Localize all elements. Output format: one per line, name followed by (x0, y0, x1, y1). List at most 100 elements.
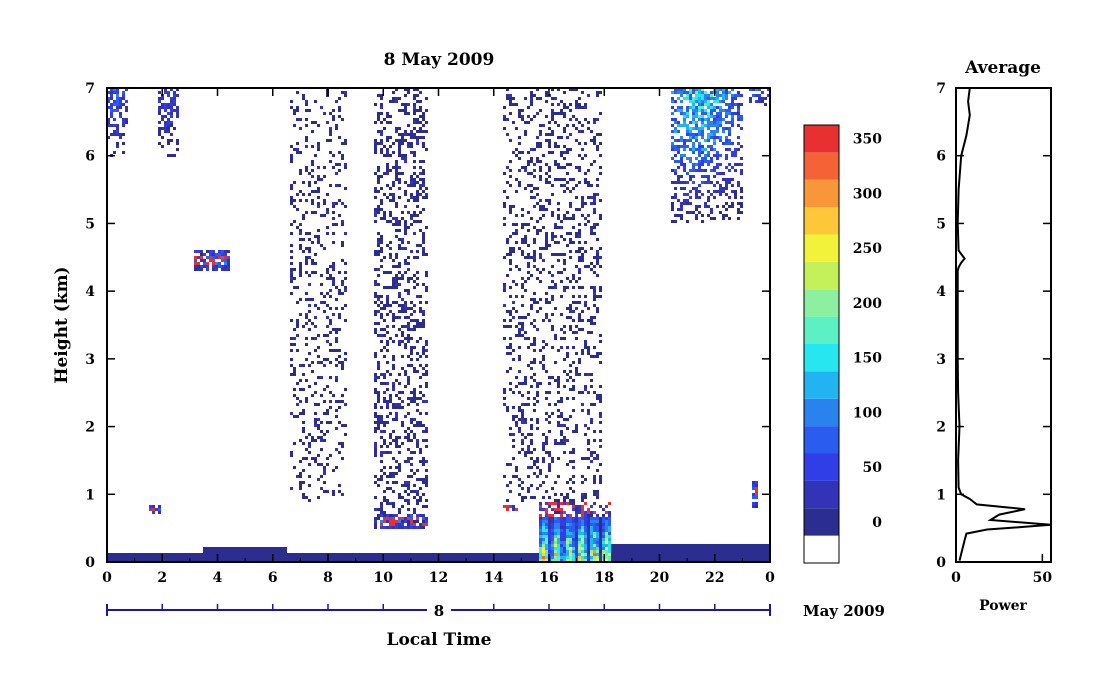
heatmap-cell (509, 433, 512, 436)
heatmap-cell (578, 526, 581, 529)
heatmap-cell (581, 202, 584, 205)
heatmap-cell (110, 109, 113, 112)
heatmap-cell (134, 559, 137, 562)
heatmap-cell (374, 139, 377, 142)
heatmap-cell (311, 262, 314, 265)
heatmap-cell (419, 91, 422, 94)
heatmap-cell (344, 232, 347, 235)
heatmap-cell (542, 247, 545, 250)
heatmap-cell (641, 553, 644, 556)
heatmap-cell (509, 259, 512, 262)
heatmap-cell (110, 124, 113, 127)
heatmap-cells (107, 88, 770, 562)
heatmap-cell (686, 130, 689, 133)
heatmap-cell (203, 262, 206, 265)
heatmap-cell (329, 349, 332, 352)
heatmap-cell (305, 145, 308, 148)
heatmap-cell (167, 103, 170, 106)
heatmap-cell (125, 106, 128, 109)
average-y-tick-label: 1 (936, 487, 946, 503)
heatmap-cell (674, 544, 677, 547)
heatmap-cell (533, 397, 536, 400)
heatmap-cell (743, 544, 746, 547)
heatmap-cell (701, 145, 704, 148)
heatmap-cell (191, 556, 194, 559)
heatmap-cell (551, 523, 554, 526)
heatmap-cell (509, 184, 512, 187)
heatmap-cell (314, 418, 317, 421)
heatmap-cell (716, 106, 719, 109)
heatmap-cell (377, 514, 380, 517)
heatmap-cell (380, 187, 383, 190)
heatmap-cell (722, 187, 725, 190)
heatmap-cell (338, 484, 341, 487)
heatmap-cell (299, 379, 302, 382)
heatmap-cell (170, 112, 173, 115)
heatmap-cell (578, 553, 581, 556)
heatmap-cell (458, 553, 461, 556)
heatmap-cell (413, 484, 416, 487)
heatmap-cell (116, 91, 119, 94)
heatmap-cell (413, 199, 416, 202)
heatmap-cell (158, 109, 161, 112)
heatmap-cell (584, 154, 587, 157)
heatmap-cell (524, 559, 527, 562)
heatmap-cell (386, 136, 389, 139)
heatmap-cell (503, 319, 506, 322)
heatmap-cell (419, 487, 422, 490)
heatmap-cell (671, 148, 674, 151)
heatmap-cell (299, 481, 302, 484)
heatmap-cell (425, 517, 428, 520)
heatmap-cell (413, 133, 416, 136)
colorbar-swatch (804, 125, 839, 153)
heatmap-cell (560, 109, 563, 112)
heatmap-cell (113, 553, 116, 556)
heatmap-cell (566, 556, 569, 559)
heatmap-cell (581, 391, 584, 394)
heatmap-cell (293, 112, 296, 115)
heatmap-cell (599, 439, 602, 442)
heatmap-cell (554, 361, 557, 364)
heatmap-cell (710, 106, 713, 109)
heatmap-cell (290, 556, 293, 559)
heatmap-cell (227, 250, 230, 253)
heatmap-cell (710, 181, 713, 184)
heatmap-cell (419, 295, 422, 298)
heatmap-cell (515, 334, 518, 337)
heatmap-cell (542, 544, 545, 547)
heatmap-cell (650, 553, 653, 556)
heatmap-cell (239, 553, 242, 556)
heatmap-cell (554, 481, 557, 484)
y-tick-label: 2 (85, 420, 95, 436)
heatmap-cell (149, 553, 152, 556)
heatmap-cell (302, 430, 305, 433)
heatmap-cell (395, 277, 398, 280)
heatmap-cell (509, 319, 512, 322)
heatmap-cell (413, 196, 416, 199)
heatmap-cell (518, 142, 521, 145)
heatmap-cell (701, 94, 704, 97)
heatmap-cell (680, 175, 683, 178)
heatmap-cell (650, 544, 653, 547)
colorbar-tick-label: 50 (863, 460, 883, 476)
heatmap-cell (218, 262, 221, 265)
heatmap-cell (122, 559, 125, 562)
heatmap-cell (383, 397, 386, 400)
heatmap-cell (308, 181, 311, 184)
heatmap-cell (305, 316, 308, 319)
heatmap-cell (392, 520, 395, 523)
heatmap-cell (404, 229, 407, 232)
heatmap-cell (374, 391, 377, 394)
heatmap-cell (728, 142, 731, 145)
heatmap-cell (380, 511, 383, 514)
heatmap-cell (602, 523, 605, 526)
heatmap-cell (488, 556, 491, 559)
heatmap-cell (626, 544, 629, 547)
heatmap-cell (548, 496, 551, 499)
heatmap-cell (401, 484, 404, 487)
heatmap-cell (596, 310, 599, 313)
heatmap-cell (329, 454, 332, 457)
heatmap-cell (410, 559, 413, 562)
heatmap-cell (554, 160, 557, 163)
heatmap-cell (581, 196, 584, 199)
